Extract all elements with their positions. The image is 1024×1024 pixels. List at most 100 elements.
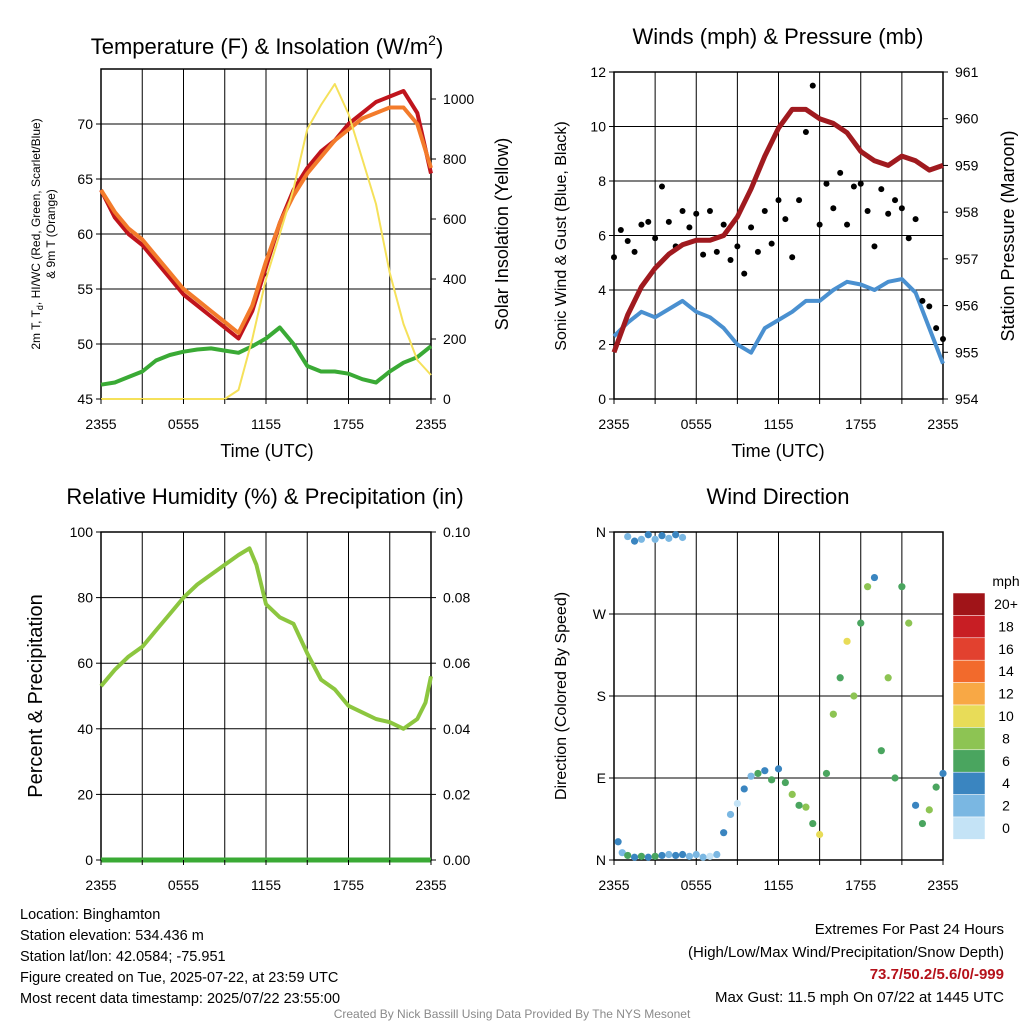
y-tick-label: 40 — [77, 721, 93, 737]
direction-point — [665, 850, 673, 859]
gust-point — [802, 128, 809, 135]
x-tick-label: 2355 — [598, 877, 629, 893]
y-tick-label: 12 — [590, 64, 606, 80]
series-line-solar-insolation — [101, 83, 432, 400]
winds-grid — [614, 72, 943, 399]
gust-point — [748, 224, 755, 231]
direction-point — [644, 853, 652, 861]
y2-tick-label: 200 — [443, 331, 467, 347]
winds-ylabel-left: Sonic Wind & Gust (Blue, Black) — [553, 121, 570, 350]
direction-point — [672, 531, 680, 539]
gust-point — [658, 183, 665, 190]
gust-point — [631, 248, 638, 255]
y-tick-label: 20 — [77, 786, 93, 802]
gust-point — [912, 216, 919, 223]
y-tick-label: E — [597, 770, 606, 786]
direction-point — [699, 853, 707, 861]
series-line-sonic-wind — [612, 277, 945, 365]
direction-point — [918, 819, 927, 828]
direction-point — [658, 532, 666, 540]
y2-tick-label: 0.00 — [443, 852, 470, 868]
temperature-ylabel-left: 2m T, Td, HI/WC (Red, Green, Scarlet/Blu… — [29, 118, 45, 349]
gust-point — [775, 197, 782, 204]
gust-point — [809, 82, 816, 89]
gust-point — [789, 254, 796, 261]
colorbar-swatch — [952, 682, 986, 706]
y-tick-label: 4 — [598, 282, 606, 298]
winds-title: Winds (mph) & Pressure (mb) — [633, 24, 924, 49]
gust-point — [850, 183, 857, 190]
gust-point — [768, 240, 775, 247]
x-tick-label: 1155 — [763, 877, 793, 893]
y-tick-label: 65 — [77, 171, 93, 187]
gust-point — [871, 243, 878, 250]
colorbar-label: 0 — [1002, 820, 1010, 836]
y-tick-label: S — [597, 688, 606, 704]
x-tick-label: 1155 — [251, 416, 281, 432]
direction-grid — [614, 532, 943, 860]
y-tick-label: 6 — [598, 228, 606, 244]
winds-ticks: 0 2 4 6 8 10 12 954 955 956 957 958 959 960 961 2355 055… — [590, 64, 978, 432]
x-tick-label: 2355 — [85, 416, 116, 432]
humidity-ylabel-left: Percent & Precipitation — [25, 594, 47, 797]
y2-tick-label: 954 — [955, 391, 979, 407]
x-tick-label: 0555 — [681, 877, 712, 893]
colorbar-label: 12 — [998, 686, 1014, 702]
x-tick-label: 2355 — [415, 416, 446, 432]
direction-point — [836, 674, 844, 682]
gust-point — [693, 210, 700, 217]
gust-point — [905, 235, 912, 242]
panel-winds: Winds (mph) & Pressure (mb) 0 2 4 6 8 10 12 954… — [553, 24, 1018, 461]
station-latlon: Station lat/lon: 42.0584; -75.951 — [20, 949, 226, 965]
direction-point — [905, 619, 913, 627]
direction-title: Wind Direction — [706, 484, 849, 509]
figure-created: Figure created on Tue, 2025-07-22, at 23… — [20, 970, 339, 986]
colorbar-swatch — [952, 659, 986, 683]
x-tick-label: 1755 — [333, 877, 364, 893]
direction-point — [768, 776, 776, 784]
gust-point — [761, 207, 768, 214]
gust-point — [885, 210, 892, 217]
y2-tick-label: 1000 — [443, 91, 474, 107]
colorbar-swatch — [952, 771, 986, 795]
direction-point — [857, 619, 865, 627]
humidity-ticks: 0 20 40 60 80 100 0.00 0.02 0.04 0.06 0.08 0.10 2355… — [70, 524, 471, 893]
colorbar-label: 2 — [1002, 798, 1010, 814]
direction-point — [898, 583, 906, 591]
x-tick-label: 2355 — [415, 877, 446, 893]
direction-point — [706, 852, 714, 860]
gust-point — [796, 197, 803, 204]
direction-point — [644, 531, 652, 539]
panel-temperature: Temperature (F) & Insolation (W/m2) 45 50… — [29, 32, 512, 461]
gust-point — [741, 270, 748, 277]
direction-point — [637, 852, 646, 860]
direction-ticks: N E S W N 2355 0555 1155 1755 2355 — [593, 524, 959, 893]
temperature-title: Temperature (F) & Insolation (W/m2) — [91, 32, 444, 59]
y-tick-label: 55 — [77, 281, 93, 297]
y-tick-label: 2 — [598, 337, 606, 353]
colorbar: 20+ 18 16 14 12 10 8 6 4 2 0 — [952, 592, 1018, 840]
direction-point — [864, 583, 872, 591]
direction-point — [754, 769, 762, 778]
colorbar-swatch — [952, 727, 986, 751]
y2-tick-label: 956 — [955, 298, 979, 314]
colorbar-title: mph — [992, 573, 1019, 589]
station-info: Location: Binghamton Station elevation: … — [20, 905, 340, 1010]
direction-point — [720, 829, 728, 837]
y2-tick-label: 0 — [443, 391, 451, 407]
gust-point — [611, 254, 617, 261]
colorbar-swatch — [952, 816, 986, 840]
winds-ylabel-right: Station Pressure (Maroon) — [998, 130, 1018, 341]
station-location: Location: Binghamton — [20, 907, 161, 923]
series-line-9m-t — [99, 105, 433, 335]
direction-point — [630, 853, 639, 861]
colorbar-label: 4 — [1002, 775, 1010, 791]
x-tick-label: 2355 — [85, 877, 116, 893]
gust-point — [823, 180, 830, 187]
gust-point — [919, 297, 926, 304]
direction-point — [672, 851, 680, 860]
gust-point — [844, 221, 851, 228]
y-tick-label: N — [596, 524, 606, 540]
x-tick-label: 2355 — [927, 877, 958, 893]
